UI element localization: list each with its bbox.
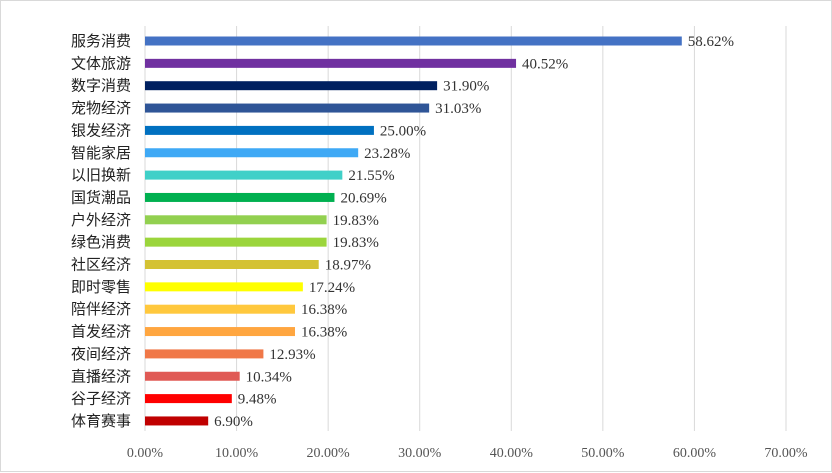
category-label-14: 夜间经济	[71, 345, 131, 363]
bar-2	[145, 81, 438, 91]
gridlines	[144, 26, 787, 431]
bar-10	[145, 260, 319, 269]
category-label-1: 文体旅游	[71, 54, 131, 72]
category-label-9: 绿色消费	[71, 233, 131, 251]
bars	[145, 36, 682, 426]
x-tick-label-1: 10.00%	[215, 446, 259, 461]
x-tick-label-7: 70.00%	[764, 446, 808, 461]
bar-4	[145, 125, 374, 135]
bar-7	[145, 192, 335, 202]
category-label-6: 以旧换新	[71, 166, 131, 184]
x-tick-label-6: 60.00%	[673, 446, 717, 461]
category-label-15: 直播经济	[71, 367, 131, 385]
category-label-11: 即时零售	[71, 278, 131, 296]
value-label-14: 12.93%	[269, 347, 315, 363]
value-label-9: 19.83%	[333, 235, 379, 251]
value-label-6: 21.55%	[348, 168, 394, 184]
category-label-3: 宠物经济	[71, 99, 131, 117]
value-label-8: 19.83%	[333, 213, 379, 229]
x-tick-label-4: 40.00%	[490, 446, 534, 461]
category-label-2: 数字消费	[71, 77, 131, 95]
value-labels: 58.62% 40.52% 31.90% 31.03% 25.00% 23.28% 21.5…	[214, 34, 734, 430]
value-label-16: 9.48%	[238, 392, 277, 408]
category-label-5: 智能家居	[71, 144, 131, 162]
bar-3	[145, 103, 430, 113]
bar-5	[145, 148, 359, 158]
value-label-5: 23.28%	[364, 146, 410, 162]
category-label-12: 陪伴经济	[71, 300, 131, 318]
bar-8	[145, 215, 327, 225]
value-label-11: 17.24%	[309, 280, 355, 296]
bar-12	[145, 304, 295, 314]
bar-11	[145, 282, 303, 292]
category-label-0: 服务消费	[71, 32, 131, 50]
category-label-10: 社区经济	[71, 256, 131, 274]
bar-13	[145, 327, 295, 337]
value-label-2: 31.90%	[443, 79, 489, 95]
value-label-4: 25.00%	[380, 123, 426, 139]
value-label-3: 31.03%	[435, 101, 481, 117]
category-labels: 服务消费文体旅游数字消费宠物经济银发经济智能家居以旧换新国货潮品户外经济绿色消费…	[71, 32, 131, 430]
value-label-15: 10.34%	[246, 369, 292, 385]
value-label-7: 20.69%	[340, 190, 386, 206]
bar-14	[145, 349, 264, 359]
value-label-12: 16.38%	[301, 302, 347, 318]
bar-9	[145, 237, 327, 247]
bar-1	[145, 58, 517, 68]
bar-6	[145, 170, 343, 180]
bar-15	[145, 371, 240, 381]
value-label-17: 6.90%	[214, 414, 253, 430]
x-axis-tick-labels: 0.00% 10.00% 20.00% 30.00% 40.00% 50.00% 60.00…	[127, 446, 808, 461]
category-label-7: 国货潮品	[71, 188, 131, 206]
category-label-17: 体育赛事	[71, 412, 131, 430]
value-label-13: 16.38%	[301, 325, 347, 341]
x-tick-label-5: 50.00%	[581, 446, 625, 461]
x-tick-label-0: 0.00%	[127, 446, 164, 461]
value-label-10: 18.97%	[325, 258, 371, 274]
x-tick-label-3: 30.00%	[398, 446, 442, 461]
value-label-1: 40.52%	[522, 56, 568, 72]
category-label-4: 银发经济	[71, 121, 131, 139]
bar-17	[145, 416, 209, 426]
category-label-8: 户外经济	[71, 211, 131, 229]
bar-0	[145, 36, 682, 46]
bar-16	[145, 394, 232, 404]
value-label-0: 58.62%	[688, 34, 734, 50]
x-tick-label-2: 20.00%	[307, 446, 351, 461]
category-label-13: 首发经济	[71, 323, 131, 341]
category-label-16: 谷子经济	[71, 390, 131, 408]
